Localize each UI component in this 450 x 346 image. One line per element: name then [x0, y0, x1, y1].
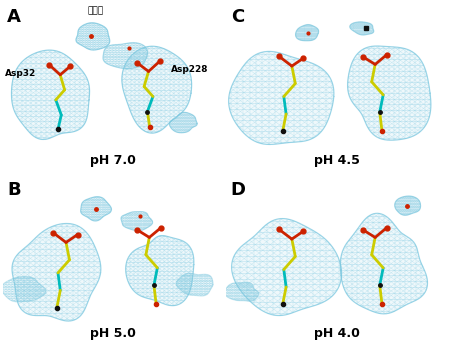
- Text: C: C: [231, 8, 244, 26]
- Polygon shape: [122, 46, 192, 133]
- Text: pH 7.0: pH 7.0: [90, 154, 136, 167]
- Polygon shape: [229, 52, 334, 145]
- Text: pH 4.0: pH 4.0: [314, 327, 360, 340]
- Polygon shape: [76, 23, 110, 50]
- Text: Asp228: Asp228: [171, 65, 208, 74]
- Text: pH 5.0: pH 5.0: [90, 327, 136, 340]
- Polygon shape: [176, 273, 213, 296]
- Polygon shape: [347, 46, 431, 140]
- Text: Asp32: Asp32: [5, 69, 36, 78]
- Polygon shape: [1, 276, 46, 302]
- Polygon shape: [121, 212, 153, 231]
- Polygon shape: [395, 196, 420, 215]
- Polygon shape: [81, 197, 112, 221]
- Text: B: B: [7, 181, 21, 199]
- Polygon shape: [103, 43, 148, 69]
- Polygon shape: [11, 50, 90, 139]
- Polygon shape: [296, 25, 319, 41]
- Text: pH 4.5: pH 4.5: [314, 154, 360, 167]
- Polygon shape: [170, 112, 197, 133]
- Text: A: A: [7, 8, 21, 26]
- Text: D: D: [231, 181, 246, 199]
- Text: 水分子: 水分子: [87, 6, 104, 15]
- Polygon shape: [232, 219, 342, 316]
- Polygon shape: [340, 213, 428, 314]
- Polygon shape: [350, 22, 374, 35]
- Polygon shape: [12, 224, 101, 321]
- Polygon shape: [225, 282, 259, 301]
- Polygon shape: [126, 236, 194, 306]
